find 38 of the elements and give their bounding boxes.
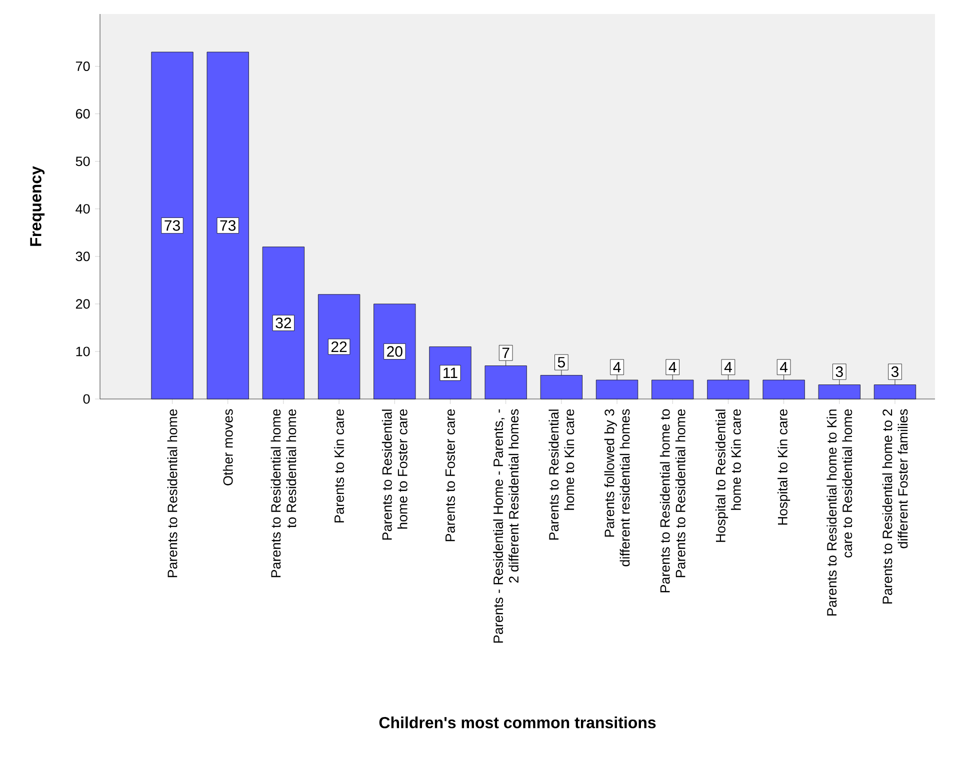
y-tick-label: 10	[76, 346, 90, 356]
x-axis-title: Children's most common transitions	[379, 716, 656, 728]
x-tick-label: Parents to Kin care	[334, 409, 344, 522]
data-label: 73	[164, 220, 180, 231]
x-tick-label: Hospital to Residential home to Kin care	[715, 409, 741, 542]
data-label: 20	[387, 346, 402, 357]
data-label: 73	[220, 220, 236, 231]
data-label: 4	[668, 362, 676, 372]
y-tick-label: 60	[76, 109, 90, 119]
x-tick-label: Parents to Residential home to Residential home	[270, 409, 296, 578]
data-label: 3	[891, 366, 898, 378]
data-label: 11	[444, 368, 458, 378]
data-label: 4	[724, 362, 732, 372]
data-label: 4	[613, 362, 621, 372]
x-tick-label: Parents to Foster care	[446, 409, 455, 542]
data-label: 22	[331, 341, 347, 352]
x-tick-label: Parents to Residential home to Foster care	[382, 409, 408, 540]
y-tick-label: 40	[76, 204, 90, 214]
y-tick-label: 50	[76, 156, 90, 166]
x-tick-label: Parents to Residential home to 2 different Foster families	[882, 409, 908, 604]
x-tick-label: Parents - Residential Home - Parents, - 2 different Residential homes	[493, 409, 519, 643]
y-tick-label: 70	[76, 62, 90, 72]
x-tick-label: Parents to Residential home to Kin care to Residential home	[826, 409, 852, 616]
data-label: 7	[502, 348, 510, 358]
x-tick-label: Parents followed by 3 different residential homes	[604, 409, 630, 566]
y-tick-label: 30	[76, 252, 90, 262]
y-tick-label: 0	[83, 394, 90, 404]
x-tick-label: Parents to Residential home to Kin care	[548, 409, 574, 540]
data-label: 4	[780, 362, 788, 372]
data-label: 5	[558, 357, 565, 368]
x-tick-label: Parents to Residential home to Parents to Residential home	[660, 409, 686, 592]
data-label: 3	[836, 366, 843, 378]
y-tick-label: 20	[76, 299, 90, 309]
y-axis-title: Frequency	[30, 166, 45, 246]
data-label: 32	[276, 318, 292, 328]
x-tick-label: Other moves	[222, 409, 233, 486]
x-tick-label: Parents to Residential home	[167, 409, 178, 578]
x-tick-label: Hospital to Kin care	[778, 409, 790, 525]
